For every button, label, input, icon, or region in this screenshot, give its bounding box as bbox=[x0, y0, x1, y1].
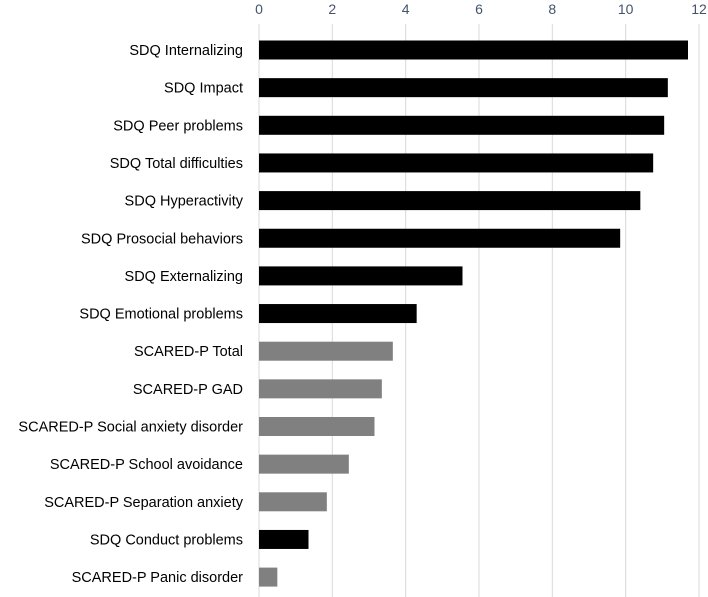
category-labels: SDQ Internalizing SDQ Impact SDQ Peer prob… bbox=[18, 43, 243, 586]
bar bbox=[259, 379, 382, 399]
bars bbox=[259, 40, 688, 587]
category-label: SCARED-P School avoidance bbox=[50, 457, 243, 473]
category-label: SDQ Conduct problems bbox=[90, 532, 243, 548]
bar bbox=[259, 115, 665, 135]
category-label: SCARED-P GAD bbox=[133, 382, 243, 398]
bar bbox=[259, 153, 654, 173]
category-label: SCARED-P Total bbox=[134, 344, 243, 360]
bar bbox=[259, 304, 417, 324]
category-label: SDQ Total difficulties bbox=[110, 156, 243, 172]
bar bbox=[259, 228, 621, 248]
x-tick-label: 8 bbox=[548, 1, 556, 17]
category-label: SCARED-P Social anxiety disorder bbox=[18, 420, 243, 436]
x-tick-label: 12 bbox=[691, 1, 707, 17]
category-label: SDQ Emotional problems bbox=[79, 307, 243, 323]
category-label: SDQ Peer problems bbox=[113, 118, 243, 134]
x-tick-label: 2 bbox=[328, 1, 336, 17]
bar bbox=[259, 341, 393, 361]
category-label: SCARED-P Panic disorder bbox=[72, 570, 244, 586]
x-axis-ticks: 0 2 4 6 8 10 12 bbox=[255, 1, 707, 17]
x-tick-label: 10 bbox=[618, 1, 634, 17]
bar bbox=[259, 454, 349, 474]
category-label: SCARED-P Separation anxiety bbox=[44, 495, 244, 511]
x-tick-label: 0 bbox=[255, 1, 263, 17]
bar bbox=[259, 529, 309, 549]
x-tick-label: 4 bbox=[402, 1, 410, 17]
category-label: SDQ Externalizing bbox=[125, 269, 243, 285]
bar bbox=[259, 417, 375, 436]
category-label: SDQ Internalizing bbox=[129, 43, 243, 59]
category-label: SDQ Prosocial behaviors bbox=[81, 231, 243, 247]
category-label: SDQ Impact bbox=[164, 81, 243, 97]
bar bbox=[259, 266, 463, 286]
bar bbox=[259, 40, 688, 60]
x-tick-label: 6 bbox=[475, 1, 483, 17]
bar bbox=[259, 191, 641, 211]
bar bbox=[259, 567, 278, 587]
bar bbox=[259, 492, 327, 512]
bar bbox=[259, 78, 668, 98]
category-label: SDQ Hyperactivity bbox=[125, 194, 244, 210]
